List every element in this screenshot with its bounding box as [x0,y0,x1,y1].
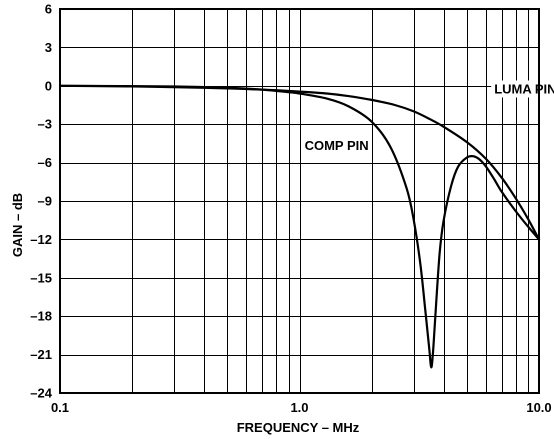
luma-pin-label: LUMA PIN [494,81,554,96]
plot-border [59,8,540,394]
y-tick-label: 0 [45,78,52,93]
comp-pin-label-group: COMP PIN [301,136,372,154]
plot-frame [59,8,540,394]
y-tick-label: –6 [38,155,52,170]
luma-pin-label-group: LUMA PIN [491,80,554,98]
y-tick-label: –24 [30,386,52,401]
x-tick-label: 0.1 [51,400,69,415]
y-tick-label: –21 [30,347,52,362]
x-axis-title: FREQUENCY – MHz [237,420,360,435]
y-tick-labels: 6 3 0 –3 –6 –9 –12 –15 –18 –21 –24 [30,2,52,401]
y-tick-label: –3 [38,117,52,132]
comp-pin-label-background [301,136,372,154]
x-tick-label: 10.0 [526,400,551,415]
comp-pin-curve [58,84,541,369]
curves [58,84,541,369]
y-axis-title: GAIN – dB [10,193,25,257]
y-tick-label: –15 [30,270,52,285]
y-tick-label: –18 [30,309,52,324]
y-tick-label: –12 [30,232,52,247]
y-tick-label: 6 [45,2,52,17]
x-tick-label: 1.0 [290,400,308,415]
y-tick-label: 3 [45,40,52,55]
comp-pin-label: COMP PIN [305,138,369,153]
grid [60,9,539,394]
x-tick-labels: 0.1 1.0 10.0 [51,400,552,415]
y-tick-label: –9 [38,194,52,209]
